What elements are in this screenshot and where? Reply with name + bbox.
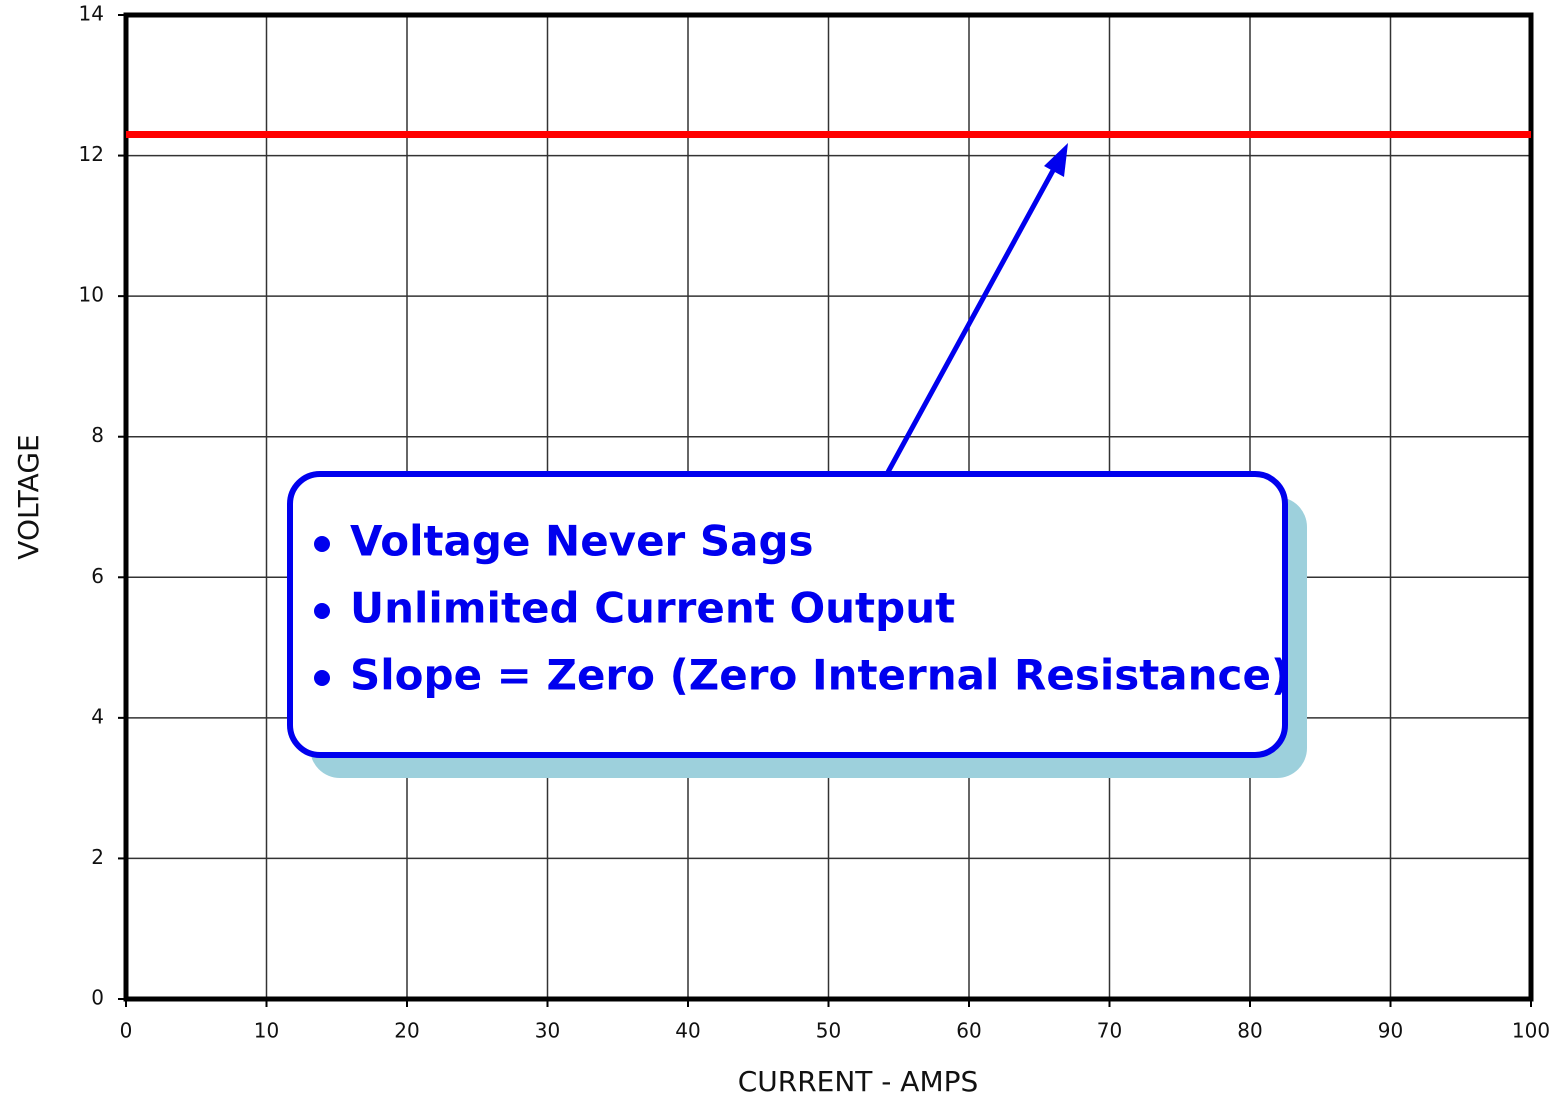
bullet: [314, 536, 330, 552]
x-tick-label: 60: [956, 1019, 981, 1043]
y-tick-label: 12: [79, 142, 104, 166]
callout-text: Slope = Zero (Zero Internal Resistance): [350, 651, 1290, 700]
callout-text: Voltage Never Sags: [350, 517, 814, 566]
y-tick-label: 8: [91, 423, 104, 447]
y-axis-label: VOLTAGE: [12, 434, 45, 559]
x-tick-label: 20: [394, 1019, 419, 1043]
x-tick-label: 30: [535, 1019, 560, 1043]
callout-text: Unlimited Current Output: [350, 584, 955, 633]
x-axis-label: CURRENT - AMPS: [738, 1065, 979, 1098]
bullet: [314, 603, 330, 619]
plot-frame: [123, 12, 1534, 1002]
x-tick-label: 10: [254, 1019, 279, 1043]
callout-box: [287, 471, 1288, 758]
x-tick-label: 90: [1378, 1019, 1403, 1043]
y-tick-label: 4: [91, 704, 104, 728]
arrow-head: [1044, 143, 1068, 177]
x-tick-label: 0: [120, 1019, 133, 1043]
x-tick-label: 40: [675, 1019, 700, 1043]
x-tick-label: 80: [1237, 1019, 1262, 1043]
y-tick-label: 14: [79, 2, 104, 26]
y-tick-label: 6: [91, 564, 104, 588]
y-tick-label: 2: [91, 845, 104, 869]
x-tick-label: 70: [1097, 1019, 1122, 1043]
y-tick-label: 10: [79, 283, 104, 307]
bullet: [314, 670, 330, 686]
y-tick-label: 0: [91, 986, 104, 1010]
arrow-shaft: [885, 163, 1059, 474]
x-tick-label: 100: [1512, 1019, 1550, 1043]
x-tick-label: 50: [816, 1019, 841, 1043]
